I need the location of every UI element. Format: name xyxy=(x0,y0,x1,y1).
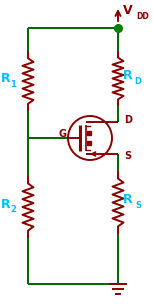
Text: S: S xyxy=(124,151,131,161)
Text: V: V xyxy=(123,3,133,17)
Text: D: D xyxy=(134,77,142,86)
Text: G: G xyxy=(58,129,66,139)
Text: 1: 1 xyxy=(10,80,16,88)
Text: R: R xyxy=(1,72,11,84)
Text: R: R xyxy=(1,197,11,211)
Text: DD: DD xyxy=(137,12,149,21)
Text: D: D xyxy=(124,115,132,125)
Text: R: R xyxy=(123,69,133,82)
Text: 2: 2 xyxy=(10,206,16,215)
Text: R: R xyxy=(123,193,133,206)
Text: S: S xyxy=(135,201,141,210)
